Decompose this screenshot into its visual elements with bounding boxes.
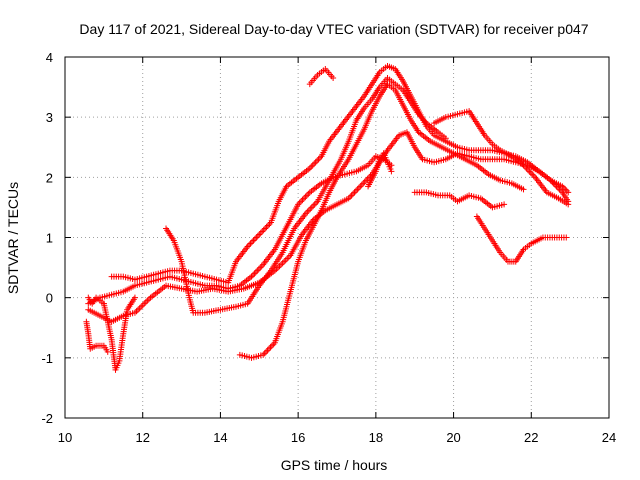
y-axis-label: SDTVAR / TECUs <box>5 182 21 294</box>
data-point <box>104 348 111 355</box>
x-ticks: 10 12 14 16 18 20 22 24 <box>58 57 616 445</box>
data-point <box>330 75 337 82</box>
chart-title: Day 117 of 2021, Sidereal Day-to-day VTE… <box>79 21 588 37</box>
x-tick-label: 12 <box>135 430 149 445</box>
data-point <box>563 234 570 241</box>
y-tick-label: 1 <box>46 231 53 246</box>
series-group <box>83 63 572 373</box>
data-point <box>131 294 138 301</box>
data-point <box>520 186 527 193</box>
series-track-4 <box>236 81 527 361</box>
x-tick-label: 10 <box>58 430 72 445</box>
x-axis-label: GPS time / hours <box>281 457 388 473</box>
series-track-10 <box>83 318 111 355</box>
series-track-11 <box>100 294 138 373</box>
series-track-7 <box>411 189 508 211</box>
series-track-12 <box>85 294 107 307</box>
y-tick-label: 2 <box>46 170 53 185</box>
y-tick-label: 4 <box>46 50 53 65</box>
data-point <box>388 168 395 175</box>
x-tick-label: 18 <box>369 430 383 445</box>
series-track-8 <box>431 108 572 208</box>
series-track-1 <box>85 129 572 325</box>
data-point <box>100 300 107 307</box>
series-track-6 <box>306 66 337 88</box>
series-track-13 <box>365 150 395 190</box>
x-tick-label: 20 <box>446 430 460 445</box>
x-tick-label: 14 <box>213 430 227 445</box>
data-point <box>565 189 572 196</box>
series-track-9 <box>473 213 570 265</box>
data-point <box>442 135 449 142</box>
x-tick-label: 16 <box>291 430 305 445</box>
y-tick-label: -1 <box>41 351 53 366</box>
data-point <box>501 201 508 208</box>
x-tick-label: 22 <box>524 430 538 445</box>
y-tick-label: 0 <box>46 291 53 306</box>
x-tick-label: 24 <box>602 430 616 445</box>
series-track-5 <box>163 75 449 316</box>
y-tick-label: -2 <box>41 411 53 426</box>
y-ticks: -2 -1 0 1 2 3 4 <box>41 50 609 426</box>
data-point <box>565 201 572 208</box>
y-tick-label: 3 <box>46 110 53 125</box>
